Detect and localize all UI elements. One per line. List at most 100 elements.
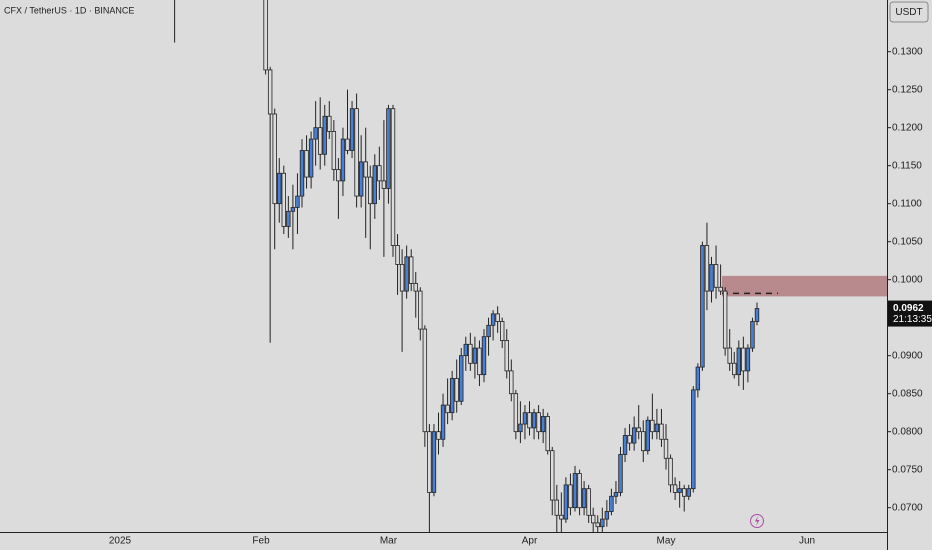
currency: USDT	[895, 7, 922, 18]
candle-body-down	[413, 283, 418, 292]
y-tick-label: 0.0800	[892, 426, 923, 437]
candle-body-down	[504, 340, 509, 372]
candle-body-down	[741, 347, 746, 372]
candle-body-up	[349, 108, 355, 151]
chart-title: CFX / TetherUS · 1D · BINANCE	[4, 5, 134, 15]
candle-body-down	[713, 264, 719, 288]
last-price-box	[888, 300, 932, 327]
x-tick-label: Jun	[799, 536, 815, 547]
currency-box[interactable]	[889, 1, 929, 23]
x-tick-label: Apr	[522, 536, 538, 547]
candle-body-down	[368, 176, 373, 205]
candle-body-up	[686, 488, 691, 497]
candle-body-up	[654, 423, 660, 433]
candle-body-down	[513, 393, 519, 433]
candle-body-down	[591, 514, 596, 524]
candle-body-down	[399, 264, 405, 292]
candle-body-down	[454, 378, 459, 402]
candle-body-down	[663, 438, 669, 459]
candle-body-down	[659, 423, 664, 440]
candle-body-down	[427, 431, 432, 493]
candle-body-down	[650, 419, 655, 433]
candle-body-down	[281, 172, 286, 227]
supply-zone	[722, 275, 887, 297]
candle-body-up	[531, 412, 537, 429]
candle-body-up	[622, 435, 628, 455]
candle-body-down	[509, 370, 514, 395]
candle-body-down	[586, 488, 591, 516]
candle-body-up	[754, 308, 760, 322]
y-tick-label: 0.0700	[892, 502, 923, 513]
candle-body-down	[304, 150, 309, 178]
candle-body-up	[290, 207, 296, 212]
candle-body-up	[440, 404, 446, 440]
candle-body-down	[272, 113, 277, 205]
candle-body-up	[372, 165, 377, 205]
candle-body-up	[404, 256, 409, 292]
candle-body-down	[499, 321, 505, 341]
x-tick-label: May	[657, 536, 676, 547]
x-tick-label: Feb	[252, 536, 270, 547]
candle-body-down	[668, 457, 673, 486]
candle-body-down	[436, 431, 441, 440]
y-tick-label: 0.0850	[892, 388, 923, 399]
candle-body-up	[709, 264, 714, 292]
x-tick-label: Mar	[380, 536, 398, 547]
candle-body-up	[459, 355, 464, 402]
candle-body-up	[308, 138, 314, 178]
candle-body-down	[627, 435, 632, 444]
candle-body-down	[354, 108, 359, 197]
candle-body-up	[522, 412, 528, 425]
candle-body-down	[418, 290, 423, 330]
y-tick-label: 0.1150	[892, 160, 922, 171]
candle-body-up	[486, 324, 491, 338]
candle-body-up	[604, 511, 610, 520]
candle-body-down	[263, 0, 268, 71]
candle-body-down	[317, 127, 323, 155]
alert-icon[interactable]	[750, 514, 764, 528]
candle-body-up	[700, 245, 705, 368]
candle-body-up	[750, 321, 755, 349]
candle-body-down	[672, 484, 678, 493]
candle-body-down	[577, 473, 582, 509]
candle-body-up	[609, 495, 614, 512]
candle-body-down	[363, 161, 368, 178]
candle-body-down	[718, 286, 723, 292]
candle-body-down	[445, 404, 450, 414]
candle-body-up	[472, 347, 478, 364]
y-tick-label: 0.1100	[892, 198, 922, 209]
candle-body-up	[695, 366, 701, 391]
candle-body-up	[358, 161, 364, 197]
candle-body-down	[395, 245, 400, 265]
candle-body-down	[527, 412, 532, 429]
candle-body-down	[468, 343, 473, 364]
candle-body-down	[536, 412, 541, 433]
candle-body-down	[550, 450, 555, 501]
candle-body-down	[377, 165, 382, 182]
candle-body-up	[745, 347, 751, 372]
candle-body-down	[390, 108, 396, 246]
candle-body-down	[345, 138, 350, 151]
candle-body-up	[645, 419, 650, 452]
candle-body-up	[340, 138, 346, 182]
candle-body-down	[477, 347, 482, 376]
y-tick-label: 0.0900	[892, 350, 923, 361]
candle-body-up	[581, 488, 587, 509]
candle-body-up	[295, 195, 300, 208]
candle-body-down	[727, 347, 732, 364]
candle-body-down	[682, 488, 687, 497]
candle-body-up	[677, 488, 682, 493]
candle-body-down	[641, 431, 646, 452]
candle-body-down	[722, 290, 728, 349]
candle-body-down	[327, 115, 332, 132]
candle-body-up	[540, 416, 546, 433]
last-price: 0.0962	[893, 303, 924, 314]
candle-body-down	[545, 416, 550, 452]
candle-body-up	[518, 423, 523, 433]
x-tick-label: 2025	[109, 536, 132, 547]
candle-body-down	[704, 245, 710, 292]
candle-body-up	[449, 378, 455, 414]
candle-body-down	[495, 313, 500, 322]
alert-bolt	[755, 516, 760, 526]
